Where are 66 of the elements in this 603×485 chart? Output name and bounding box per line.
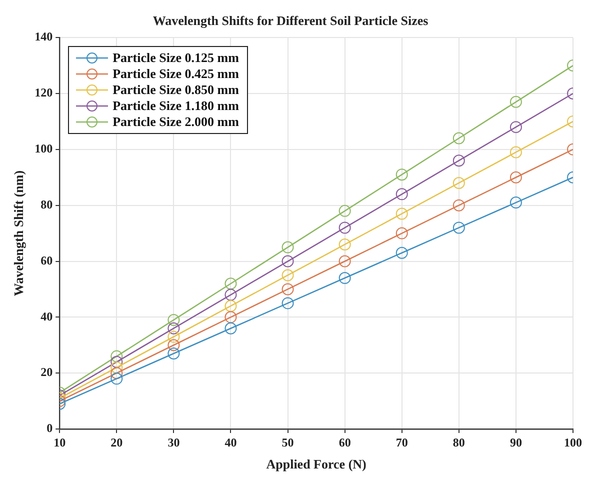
x-tick-label: 60 — [338, 435, 351, 450]
x-tick-label: 100 — [564, 435, 582, 450]
x-axis-title: Applied Force (N) — [266, 456, 366, 472]
point — [282, 269, 294, 282]
point — [510, 96, 522, 108]
point — [282, 283, 294, 296]
x-tick-label: 90 — [510, 435, 522, 450]
point — [510, 196, 522, 209]
point — [338, 255, 351, 268]
x-tick-label: 30 — [168, 435, 180, 450]
y-tick-label: 60 — [40, 253, 53, 268]
x-tick-label: 70 — [396, 435, 408, 450]
point — [510, 146, 522, 158]
point — [282, 241, 294, 254]
point — [510, 171, 522, 184]
legend-label: Particle Size 0.850 mm — [112, 82, 239, 98]
x-tick-label: 20 — [110, 435, 123, 450]
legend-label: Particle Size 2.000 mm — [112, 114, 239, 130]
x-tick-label: 10 — [54, 435, 66, 450]
point — [338, 272, 351, 284]
point — [396, 227, 408, 240]
point — [110, 372, 123, 385]
point — [510, 121, 522, 134]
y-tick-label: 100 — [34, 142, 53, 156]
y-tick-label: 140 — [34, 30, 53, 44]
point — [396, 208, 408, 220]
point — [168, 339, 180, 352]
point — [338, 222, 351, 234]
point — [452, 132, 465, 144]
y-tick-label: 80 — [40, 197, 53, 212]
y-tick-label: 40 — [40, 309, 53, 324]
point — [110, 356, 123, 368]
point — [224, 278, 237, 290]
x-tick-label: 80 — [452, 435, 465, 450]
y-tick-label: 120 — [34, 86, 53, 100]
y-tick-label: 0 — [46, 421, 53, 436]
y-axis-title: Wavelength Shift (nm) — [11, 170, 26, 296]
y-tick-label: 20 — [40, 365, 53, 380]
x-tick-label: 40 — [224, 435, 237, 450]
point — [168, 348, 180, 360]
point — [282, 297, 294, 310]
point — [396, 168, 408, 181]
point — [168, 314, 180, 326]
point — [452, 176, 465, 189]
point — [224, 322, 237, 334]
point — [110, 361, 123, 374]
point — [224, 288, 237, 301]
x-tick-label: 50 — [282, 435, 294, 450]
point — [168, 322, 180, 334]
point — [452, 222, 465, 234]
point — [168, 330, 180, 343]
point — [396, 188, 408, 200]
point — [338, 238, 351, 250]
chart-title: Wavelength Shifts for Different Soil Particle Sizes — [152, 13, 428, 28]
point — [224, 300, 237, 312]
point — [338, 204, 351, 217]
legend-label: Particle Size 1.180 mm — [112, 98, 239, 114]
legend-label: Particle Size 0.125 mm — [112, 50, 239, 66]
point — [396, 246, 408, 259]
point — [452, 199, 465, 212]
point — [110, 350, 123, 362]
legend-label: Particle Size 0.425 mm — [112, 66, 239, 82]
point — [282, 255, 294, 268]
point — [452, 154, 465, 167]
point — [224, 311, 237, 324]
point — [110, 367, 123, 380]
